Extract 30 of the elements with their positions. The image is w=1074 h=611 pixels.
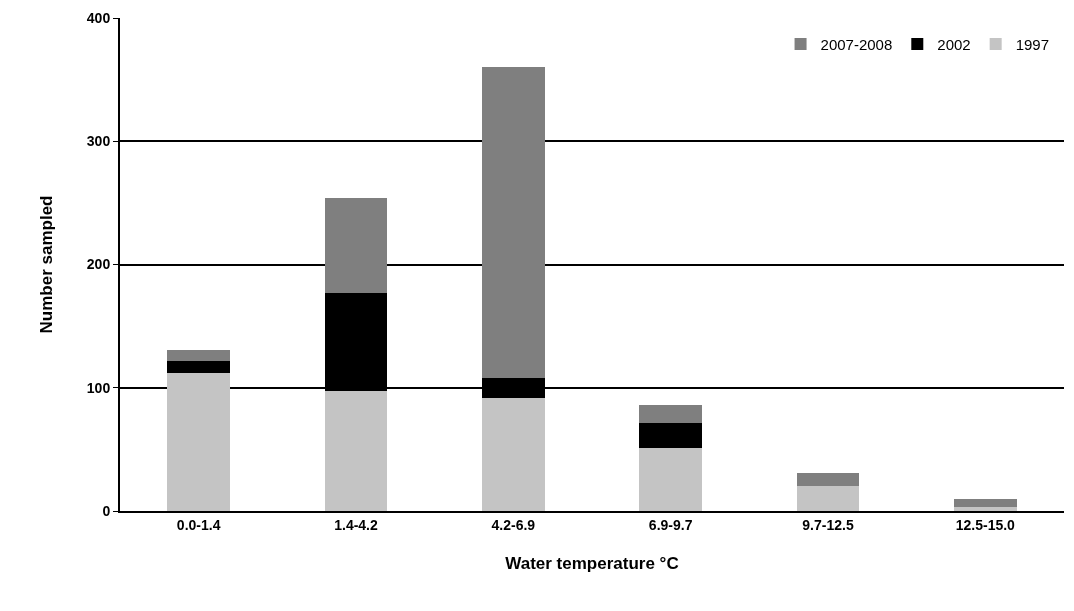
bar bbox=[639, 423, 703, 449]
bar bbox=[796, 486, 860, 511]
x-tick-label: 4.2-6.9 bbox=[491, 516, 536, 533]
y-tick-label: 300 bbox=[86, 133, 111, 150]
bar bbox=[167, 360, 231, 373]
y-tick-label: 100 bbox=[86, 379, 111, 396]
x-tick-label: 0.0-1.4 bbox=[176, 516, 221, 533]
bar bbox=[796, 472, 860, 487]
legend-label: 1997 bbox=[1015, 35, 1050, 53]
legend-label: 2002 bbox=[937, 35, 971, 53]
bar bbox=[324, 197, 388, 293]
bar bbox=[481, 67, 545, 378]
y-tick-label: 400 bbox=[86, 9, 111, 26]
legend-label: 2007-2008 bbox=[820, 35, 893, 53]
x-tick-label: 12.5-15.0 bbox=[955, 516, 1016, 533]
bar bbox=[167, 372, 231, 511]
x-tick-label: 1.4-4.2 bbox=[334, 516, 378, 533]
bar bbox=[639, 448, 703, 511]
bar bbox=[324, 391, 388, 511]
y-axis-title: Number sampled bbox=[36, 195, 56, 334]
bar bbox=[639, 405, 703, 424]
bar bbox=[481, 397, 545, 511]
bar bbox=[953, 507, 1017, 511]
x-axis-title: Water temperature °C bbox=[505, 553, 679, 573]
bar bbox=[953, 498, 1017, 508]
y-tick-label: 0 bbox=[102, 502, 111, 519]
bar bbox=[167, 349, 231, 361]
x-tick-label: 6.9-9.7 bbox=[648, 516, 693, 533]
y-tick-label: 200 bbox=[86, 256, 111, 273]
x-tick-label: 9.7-12.5 bbox=[802, 516, 854, 533]
